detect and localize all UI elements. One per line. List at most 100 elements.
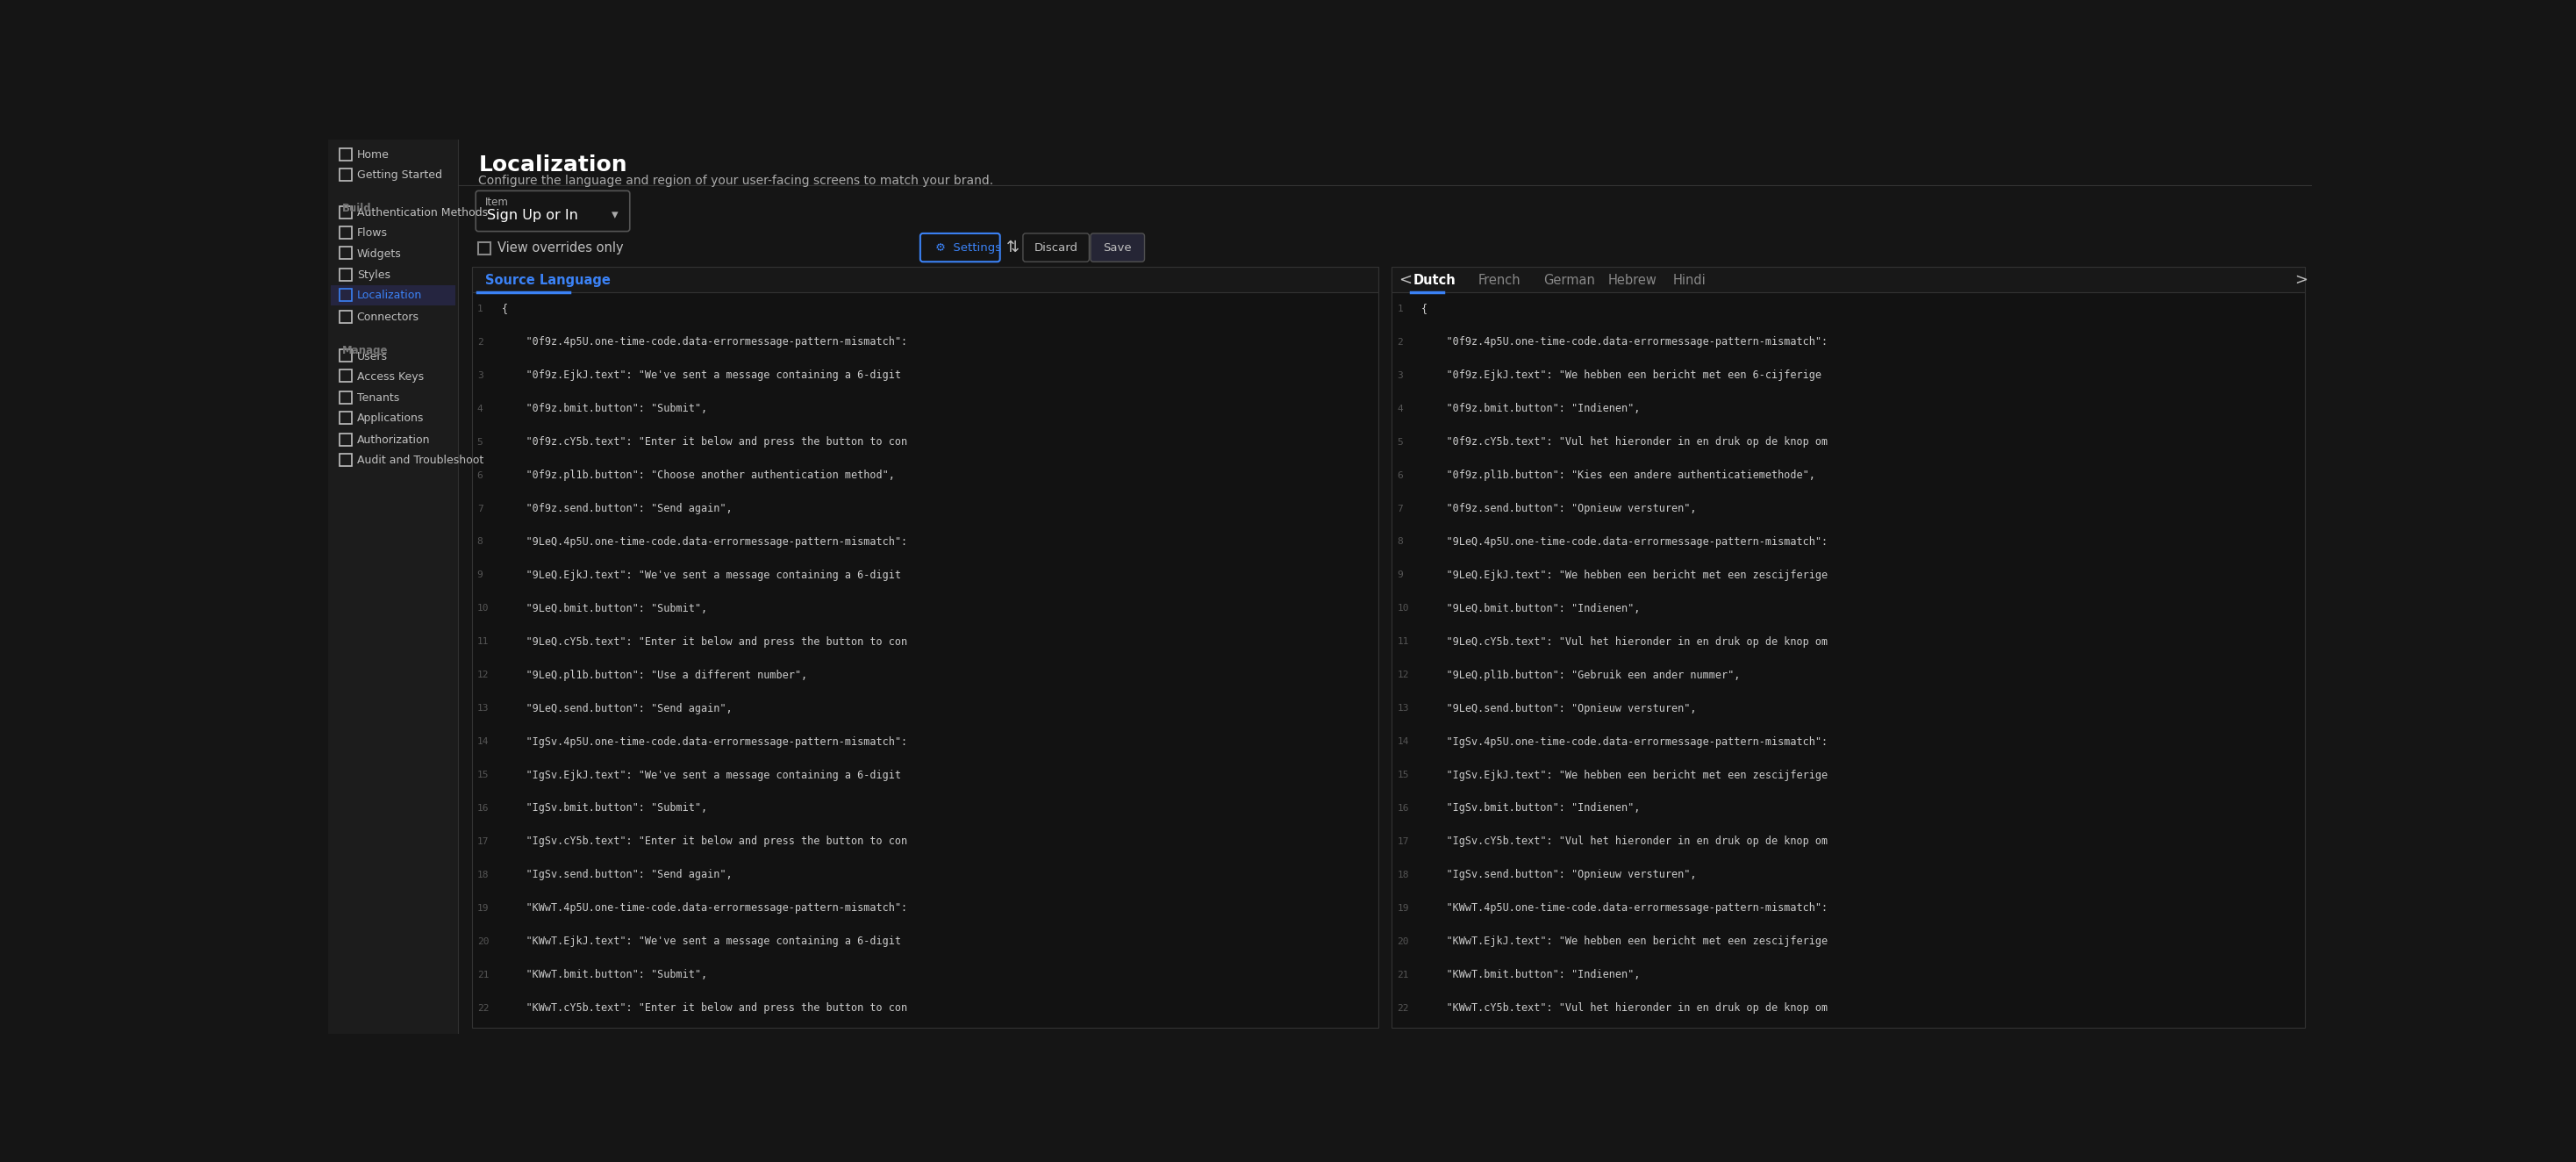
Text: 16: 16 xyxy=(477,804,489,812)
Text: 13: 13 xyxy=(1396,704,1409,712)
Text: "KWwT.EjkJ.text": "We hebben een bericht met een zescijferige: "KWwT.EjkJ.text": "We hebben een bericht… xyxy=(1422,935,1829,947)
Text: "KWwT.bmit.button": "Indienen",: "KWwT.bmit.button": "Indienen", xyxy=(1422,969,1641,981)
Bar xyxy=(340,227,350,238)
Text: 7: 7 xyxy=(1396,504,1404,512)
Bar xyxy=(340,207,350,218)
Text: Widgets: Widgets xyxy=(358,248,402,259)
Text: Configure the language and region of your user-facing screens to match your bran: Configure the language and region of you… xyxy=(479,174,994,187)
Text: Authentication Methods: Authentication Methods xyxy=(358,207,487,218)
Text: "IgSv.4p5U.one-time-code.data-errormessage-pattern-mismatch":: "IgSv.4p5U.one-time-code.data-errormessa… xyxy=(502,736,907,747)
Text: "0f9z.EjkJ.text": "We've sent a message containing a 6-digit: "0f9z.EjkJ.text": "We've sent a message … xyxy=(502,370,902,381)
Text: 5: 5 xyxy=(1396,438,1404,446)
Bar xyxy=(471,266,1378,292)
Text: Manage: Manage xyxy=(343,345,389,357)
Text: "0f9z.pl1b.button": "Choose another authentication method",: "0f9z.pl1b.button": "Choose another auth… xyxy=(502,469,896,481)
Text: 22: 22 xyxy=(477,1004,489,1012)
Text: "KWwT.bmit.button": "Submit",: "KWwT.bmit.button": "Submit", xyxy=(502,969,708,981)
Text: ⚙  Settings: ⚙ Settings xyxy=(935,242,1002,253)
Text: "IgSv.EjkJ.text": "We've sent a message containing a 6-digit: "IgSv.EjkJ.text": "We've sent a message … xyxy=(502,769,902,781)
Text: 2: 2 xyxy=(477,338,482,346)
Bar xyxy=(1391,266,2306,292)
Bar xyxy=(332,286,456,306)
Text: "9LeQ.send.button": "Send again",: "9LeQ.send.button": "Send again", xyxy=(502,703,732,715)
Text: Connectors: Connectors xyxy=(358,311,420,323)
Text: ⇅: ⇅ xyxy=(1007,239,1020,256)
Text: 13: 13 xyxy=(477,704,489,712)
Text: Home: Home xyxy=(358,149,389,160)
Text: 18: 18 xyxy=(477,870,489,880)
Bar xyxy=(471,266,1378,1027)
Text: 1: 1 xyxy=(1396,304,1404,314)
Bar xyxy=(340,149,350,160)
Text: ▾: ▾ xyxy=(611,208,618,222)
Text: Localization: Localization xyxy=(479,155,626,175)
Text: 7: 7 xyxy=(477,504,482,512)
Text: 19: 19 xyxy=(1396,904,1409,912)
Text: "9LeQ.cY5b.text": "Vul het hieronder in en druk op de knop om: "9LeQ.cY5b.text": "Vul het hieronder in … xyxy=(1422,636,1829,647)
Text: 6: 6 xyxy=(477,471,482,480)
Text: 14: 14 xyxy=(477,738,489,746)
Text: 16: 16 xyxy=(1396,804,1409,812)
Text: 20: 20 xyxy=(1396,937,1409,946)
Text: Sign Up or In: Sign Up or In xyxy=(487,208,577,222)
Text: 2: 2 xyxy=(1396,338,1404,346)
Text: Authorization: Authorization xyxy=(358,435,430,446)
Text: Access Keys: Access Keys xyxy=(358,371,422,382)
Text: 6: 6 xyxy=(1396,471,1404,480)
Text: "0f9z.4p5U.one-time-code.data-errormessage-pattern-mismatch":: "0f9z.4p5U.one-time-code.data-errormessa… xyxy=(1422,337,1829,347)
Text: "0f9z.bmit.button": "Submit",: "0f9z.bmit.button": "Submit", xyxy=(502,403,708,415)
Text: "IgSv.cY5b.text": "Enter it below and press the button to con: "IgSv.cY5b.text": "Enter it below and pr… xyxy=(502,835,907,847)
Text: 21: 21 xyxy=(477,970,489,980)
Text: "0f9z.send.button": "Opnieuw versturen",: "0f9z.send.button": "Opnieuw versturen", xyxy=(1422,503,1698,515)
Text: Getting Started: Getting Started xyxy=(358,170,443,181)
Bar xyxy=(340,392,350,403)
Text: "IgSv.cY5b.text": "Vul het hieronder in en druk op de knop om: "IgSv.cY5b.text": "Vul het hieronder in … xyxy=(1422,835,1829,847)
Text: Hebrew: Hebrew xyxy=(1607,273,1656,287)
Text: German: German xyxy=(1543,273,1595,287)
Text: "KWwT.cY5b.text": "Vul het hieronder in en druk op de knop om: "KWwT.cY5b.text": "Vul het hieronder in … xyxy=(1422,1003,1829,1013)
Text: Flows: Flows xyxy=(358,228,386,239)
Text: Audit and Troubleshoot: Audit and Troubleshoot xyxy=(358,454,484,466)
Bar xyxy=(330,139,459,1034)
Text: "0f9z.pl1b.button": "Kies een andere authenticatiemethode",: "0f9z.pl1b.button": "Kies een andere aut… xyxy=(1422,469,1816,481)
Text: Styles: Styles xyxy=(358,270,389,281)
Text: "9LeQ.EjkJ.text": "We hebben een bericht met een zescijferige: "9LeQ.EjkJ.text": "We hebben een bericht… xyxy=(1422,569,1829,581)
Text: "9LeQ.4p5U.one-time-code.data-errormessage-pattern-mismatch":: "9LeQ.4p5U.one-time-code.data-errormessa… xyxy=(502,536,907,547)
Text: 11: 11 xyxy=(477,638,489,646)
Text: 1: 1 xyxy=(477,304,482,314)
Bar xyxy=(340,433,350,445)
Text: "IgSv.send.button": "Send again",: "IgSv.send.button": "Send again", xyxy=(502,869,732,881)
Text: "9LeQ.pl1b.button": "Use a different number",: "9LeQ.pl1b.button": "Use a different num… xyxy=(502,669,809,681)
Text: Dutch: Dutch xyxy=(1414,273,1455,287)
Text: 17: 17 xyxy=(1396,837,1409,846)
Text: "9LeQ.bmit.button": "Indienen",: "9LeQ.bmit.button": "Indienen", xyxy=(1422,603,1641,615)
Text: 9: 9 xyxy=(1396,571,1404,580)
Text: "9LeQ.EjkJ.text": "We've sent a message containing a 6-digit: "9LeQ.EjkJ.text": "We've sent a message … xyxy=(502,569,902,581)
Bar xyxy=(340,310,350,323)
Bar xyxy=(340,370,350,382)
Text: "0f9z.send.button": "Send again",: "0f9z.send.button": "Send again", xyxy=(502,503,732,515)
Text: "0f9z.EjkJ.text": "We hebben een bericht met een 6-cijferige: "0f9z.EjkJ.text": "We hebben een bericht… xyxy=(1422,370,1821,381)
Text: 18: 18 xyxy=(1396,870,1409,880)
Text: "0f9z.bmit.button": "Indienen",: "0f9z.bmit.button": "Indienen", xyxy=(1422,403,1641,415)
Text: 11: 11 xyxy=(1396,638,1409,646)
Text: 3: 3 xyxy=(477,371,482,380)
Bar xyxy=(340,289,350,301)
Text: Applications: Applications xyxy=(358,413,425,424)
Text: "0f9z.cY5b.text": "Vul het hieronder in en druk op de knop om: "0f9z.cY5b.text": "Vul het hieronder in … xyxy=(1422,436,1829,447)
Text: "IgSv.4p5U.one-time-code.data-errormessage-pattern-mismatch":: "IgSv.4p5U.one-time-code.data-errormessa… xyxy=(1422,736,1829,747)
Text: "9LeQ.4p5U.one-time-code.data-errormessage-pattern-mismatch":: "9LeQ.4p5U.one-time-code.data-errormessa… xyxy=(1422,536,1829,547)
Text: French: French xyxy=(1479,273,1520,287)
Text: View overrides only: View overrides only xyxy=(497,242,623,254)
Text: 8: 8 xyxy=(477,538,482,546)
Text: "9LeQ.pl1b.button": "Gebruik een ander nummer",: "9LeQ.pl1b.button": "Gebruik een ander n… xyxy=(1422,669,1741,681)
Text: 5: 5 xyxy=(477,438,482,446)
Text: "9LeQ.bmit.button": "Submit",: "9LeQ.bmit.button": "Submit", xyxy=(502,603,708,615)
FancyBboxPatch shape xyxy=(1090,234,1144,261)
Text: "IgSv.EjkJ.text": "We hebben een bericht met een zescijferige: "IgSv.EjkJ.text": "We hebben een bericht… xyxy=(1422,769,1829,781)
Bar xyxy=(340,453,350,466)
Text: 19: 19 xyxy=(477,904,489,912)
Text: 22: 22 xyxy=(1396,1004,1409,1012)
Text: 8: 8 xyxy=(1396,538,1404,546)
Text: 9: 9 xyxy=(477,571,482,580)
